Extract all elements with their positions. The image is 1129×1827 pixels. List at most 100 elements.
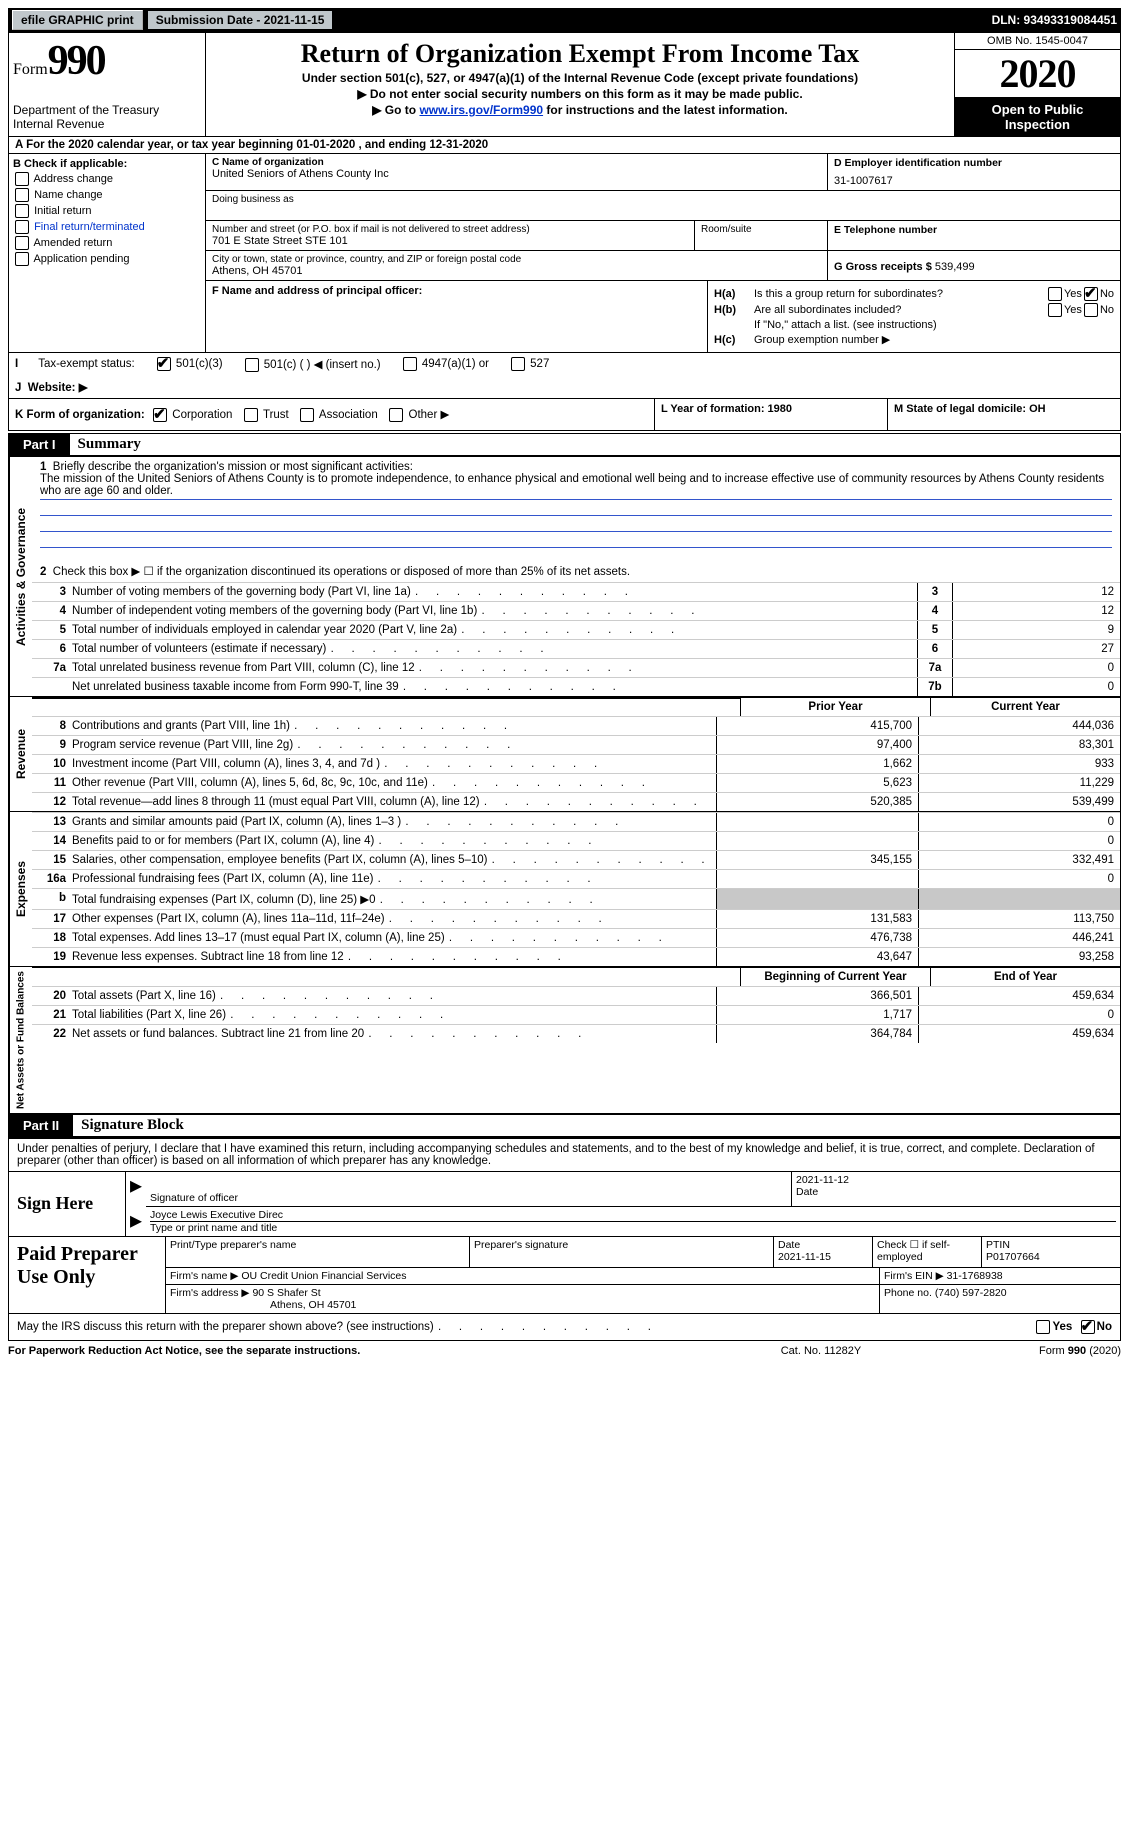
footer: For Paperwork Reduction Act Notice, see … — [8, 1341, 1121, 1361]
v-label-governance: Activities & Governance — [9, 457, 32, 696]
cb-name-change[interactable] — [15, 188, 29, 202]
officer-name: Joyce Lewis Executive Direc — [150, 1209, 1116, 1222]
v-label-revenue: Revenue — [9, 697, 32, 811]
paid-preparer-label: Paid Preparer Use Only — [9, 1237, 165, 1313]
cb-501c[interactable] — [245, 358, 259, 372]
form-note2: ▶ Go to www.irs.gov/Form990 for instruct… — [210, 103, 950, 117]
efile-print-button[interactable]: efile GRAPHIC print — [12, 10, 143, 30]
expense-row: bTotal fundraising expenses (Part IX, co… — [32, 888, 1120, 909]
form-word: Form — [13, 61, 48, 78]
cb-4947[interactable] — [403, 357, 417, 371]
city-label: City or town, state or province, country… — [212, 254, 821, 265]
discuss-row: May the IRS discuss this return with the… — [8, 1314, 1121, 1341]
arrow-icon: ▸ — [126, 1172, 146, 1207]
cb-other[interactable] — [389, 408, 403, 422]
form-header: Form990 Department of the Treasury Inter… — [8, 32, 1121, 137]
end-year-header: End of Year — [930, 968, 1120, 986]
sig-date: 2021-11-12 — [796, 1174, 1116, 1186]
gov-row: 7aTotal unrelated business revenue from … — [32, 658, 1120, 677]
dln: DLN: 93493319084451 — [992, 13, 1117, 27]
e-label: E Telephone number — [834, 224, 1114, 236]
line-i: I Tax-exempt status: 501(c)(3) 501(c) ( … — [8, 353, 1121, 376]
q2: Check this box ▶ ☐ if the organization d… — [53, 566, 630, 578]
form-title: Return of Organization Exempt From Incom… — [210, 39, 950, 69]
hb-yes[interactable] — [1048, 303, 1062, 317]
expense-row: 18Total expenses. Add lines 13–17 (must … — [32, 928, 1120, 947]
c-label: C Name of organization — [212, 157, 821, 168]
cb-initial-return[interactable] — [15, 204, 29, 218]
cb-corporation[interactable] — [153, 408, 167, 422]
discuss-no[interactable] — [1081, 1320, 1095, 1334]
expense-row: 14Benefits paid to or for members (Part … — [32, 831, 1120, 850]
revenue-row: 8Contributions and grants (Part VIII, li… — [32, 716, 1120, 735]
form-subtitle: Under section 501(c), 527, or 4947(a)(1)… — [210, 71, 950, 85]
discuss-yes[interactable] — [1036, 1320, 1050, 1334]
state-domicile: M State of legal domicile: OH — [894, 403, 1046, 415]
firm-name: OU Credit Union Financial Services — [241, 1270, 406, 1282]
part2-header: Part II Signature Block — [8, 1114, 1121, 1138]
net-assets-section: Net Assets or Fund Balances Beginning of… — [8, 967, 1121, 1114]
v-label-expenses: Expenses — [9, 812, 32, 966]
line-j: J Website: ▶ — [8, 376, 1121, 399]
sig-officer-label: Signature of officer — [150, 1192, 238, 1204]
part1-header: Part I Summary — [8, 433, 1121, 457]
firm-ein: 31-1768938 — [947, 1270, 1003, 1282]
cb-501c3[interactable] — [157, 357, 171, 371]
self-employed-check[interactable]: Check ☐ if self-employed — [877, 1239, 950, 1263]
expense-row: 17Other expenses (Part IX, column (A), l… — [32, 909, 1120, 928]
discuss-question: May the IRS discuss this return with the… — [17, 1321, 652, 1333]
v-label-net: Net Assets or Fund Balances — [9, 967, 32, 1113]
arrow-icon: ▸ — [126, 1207, 146, 1236]
hb-text: Are all subordinates included? — [754, 304, 1046, 316]
revenue-row: 9Program service revenue (Part VIII, lin… — [32, 735, 1120, 754]
ein: 31-1007617 — [834, 175, 1114, 187]
cb-application-pending[interactable] — [15, 252, 29, 266]
cb-527[interactable] — [511, 357, 525, 371]
ha-yes[interactable] — [1048, 287, 1062, 301]
prep-sig-label: Preparer's signature — [474, 1239, 568, 1251]
expenses-section: Expenses 13Grants and similar amounts pa… — [8, 812, 1121, 967]
irs-link[interactable]: www.irs.gov/Form990 — [419, 103, 543, 117]
form-note1: ▶ Do not enter social security numbers o… — [210, 87, 950, 101]
governance-section: Activities & Governance 1 Briefly descri… — [8, 457, 1121, 697]
gov-row: 3Number of voting members of the governi… — [32, 582, 1120, 601]
ha-text: Is this a group return for subordinates? — [754, 288, 1046, 300]
hb-no[interactable] — [1084, 303, 1098, 317]
expense-row: 19Revenue less expenses. Subtract line 1… — [32, 947, 1120, 966]
cb-address-change[interactable] — [15, 172, 29, 186]
revenue-row: 10Investment income (Part VIII, column (… — [32, 754, 1120, 773]
room-label: Room/suite — [695, 221, 828, 250]
line-k: K Form of organization: Corporation Trus… — [8, 399, 1121, 431]
cb-trust[interactable] — [244, 408, 258, 422]
cb-amended[interactable] — [15, 236, 29, 250]
department: Department of the Treasury Internal Reve… — [13, 103, 201, 131]
entity-block: B Check if applicable: Address change Na… — [8, 154, 1121, 353]
firm-phone: (740) 597-2820 — [935, 1287, 1007, 1299]
ha-no[interactable] — [1084, 287, 1098, 301]
prep-name-label: Print/Type preparer's name — [170, 1239, 296, 1251]
expense-row: 15Salaries, other compensation, employee… — [32, 850, 1120, 869]
open-to-public: Open to Public Inspection — [955, 98, 1120, 136]
current-year-header: Current Year — [930, 698, 1120, 716]
tax-year: 2020 — [955, 50, 1120, 98]
revenue-row: 11Other revenue (Part VIII, column (A), … — [32, 773, 1120, 792]
d-label: D Employer identification number — [834, 157, 1114, 169]
sig-declaration: Under penalties of perjury, I declare th… — [9, 1139, 1120, 1171]
net-row: 22Net assets or fund balances. Subtract … — [32, 1024, 1120, 1043]
gov-row: 5Total number of individuals employed in… — [32, 620, 1120, 639]
f-label: F Name and address of principal officer: — [212, 285, 422, 297]
firm-addr: 90 S Shafer St — [252, 1287, 320, 1299]
net-row: 20Total assets (Part X, line 16)366,5014… — [32, 986, 1120, 1005]
prep-date: 2021-11-15 — [778, 1251, 831, 1263]
cb-association[interactable] — [300, 408, 314, 422]
cb-final-return[interactable] — [15, 220, 29, 234]
revenue-row: 12Total revenue—add lines 8 through 11 (… — [32, 792, 1120, 811]
org-name: United Seniors of Athens County Inc — [212, 168, 821, 180]
street-label: Number and street (or P.O. box if mail i… — [212, 224, 688, 235]
beginning-year-header: Beginning of Current Year — [740, 968, 930, 986]
submission-date: Submission Date - 2021-11-15 — [147, 10, 334, 30]
revenue-section: Revenue Prior Year Current Year 8Contrib… — [8, 697, 1121, 812]
gov-row: 6Total number of volunteers (estimate if… — [32, 639, 1120, 658]
dba-label: Doing business as — [212, 194, 822, 205]
top-bar: efile GRAPHIC print Submission Date - 20… — [8, 8, 1121, 32]
